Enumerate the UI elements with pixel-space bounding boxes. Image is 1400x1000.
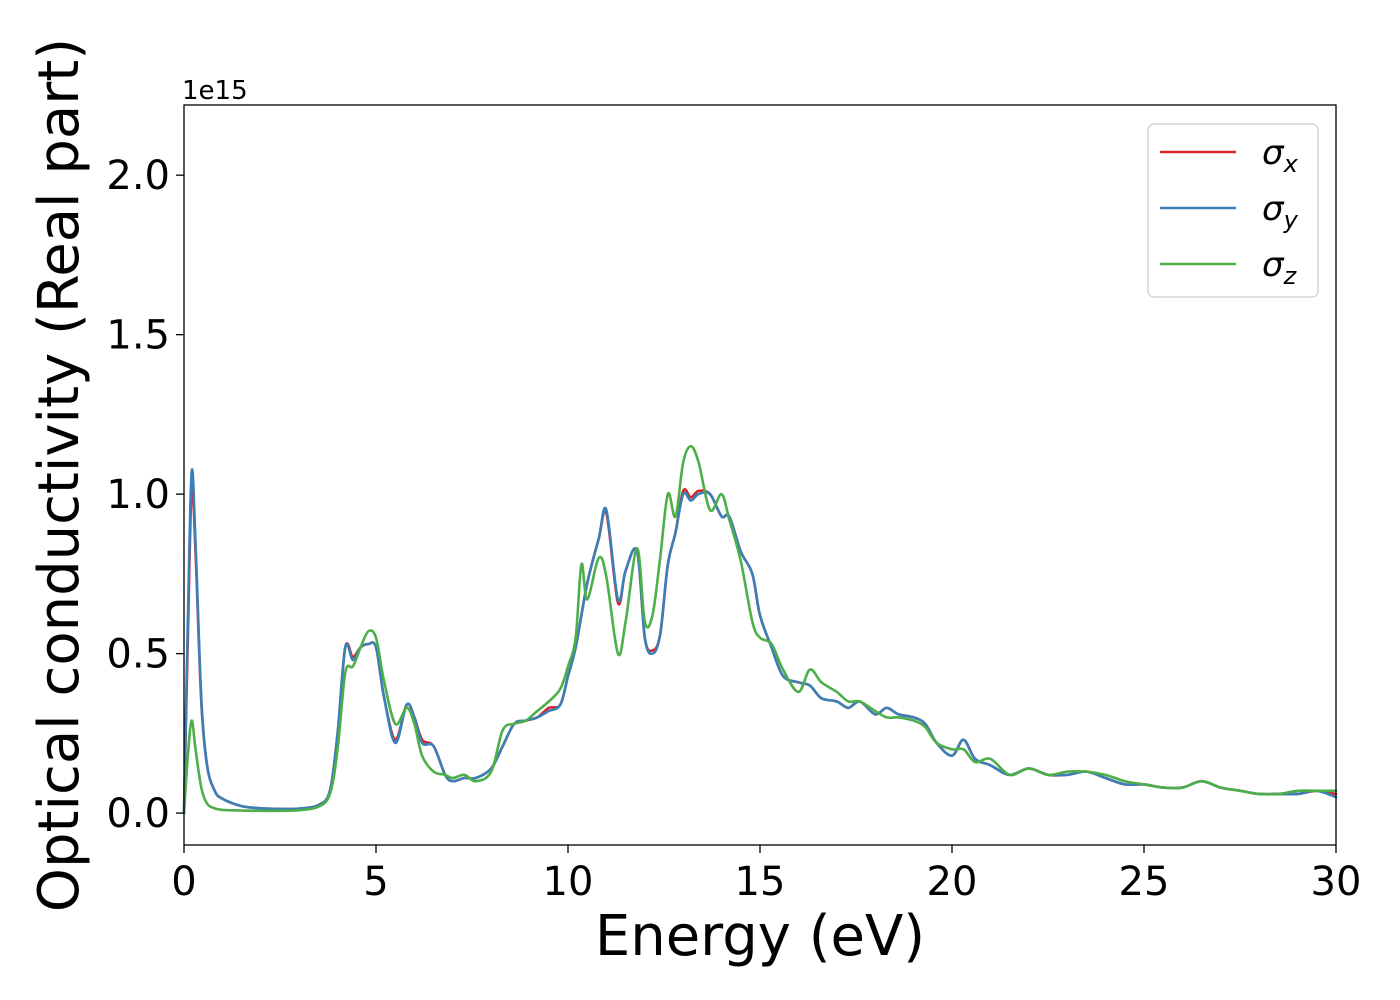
y-tick-label: 2.0 bbox=[106, 153, 170, 199]
legend-frame bbox=[1147, 123, 1319, 298]
x-tick-label: 20 bbox=[927, 859, 978, 905]
x-tick-label: 5 bbox=[363, 859, 388, 905]
x-axis: 0 5 10 15 20 25 30 bbox=[171, 845, 1361, 905]
legend-label-y: σy bbox=[1262, 189, 1299, 234]
y-tick-label: 0.0 bbox=[106, 791, 170, 837]
series-layer bbox=[182, 444, 1338, 815]
x-tick-label: 15 bbox=[735, 859, 786, 905]
x-tick-label: 10 bbox=[543, 859, 594, 905]
y-axis-title: Optical conductivity (Real part) bbox=[27, 38, 92, 912]
legend-label-x: σx bbox=[1262, 133, 1299, 178]
y-tick-label: 0.5 bbox=[106, 632, 170, 678]
y-offset-label: 1e15 bbox=[182, 76, 248, 106]
series-line-z bbox=[182, 444, 1338, 815]
x-tick-label: 0 bbox=[171, 859, 196, 905]
x-axis-title: Energy (eV) bbox=[595, 904, 925, 969]
y-tick-label: 1.5 bbox=[106, 313, 170, 359]
x-tick-label: 30 bbox=[1311, 859, 1362, 905]
y-axis: 0.0 0.5 1.0 1.5 2.0 bbox=[106, 153, 184, 837]
y-tick-label: 1.0 bbox=[106, 472, 170, 518]
x-tick-label: 25 bbox=[1119, 859, 1170, 905]
